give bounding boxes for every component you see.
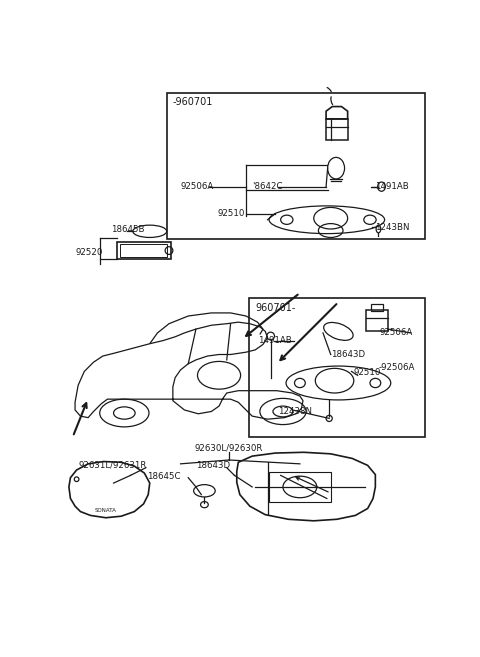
Text: 18645B: 18645B — [111, 225, 145, 235]
Text: 92631L/92631R: 92631L/92631R — [78, 461, 146, 470]
Text: 18645C: 18645C — [147, 472, 181, 481]
Bar — [120, 244, 168, 257]
Text: -960701: -960701 — [172, 97, 213, 107]
Bar — [269, 472, 331, 503]
Text: 92506A: 92506A — [180, 182, 214, 191]
Bar — [117, 242, 170, 259]
Bar — [371, 304, 383, 311]
Bar — [168, 93, 425, 239]
Text: 92506A: 92506A — [379, 328, 412, 338]
Text: SONATA: SONATA — [95, 508, 117, 512]
Text: 1491AB: 1491AB — [375, 182, 409, 191]
Bar — [366, 310, 388, 331]
Text: 18643D: 18643D — [331, 350, 365, 359]
Bar — [326, 119, 348, 141]
Text: 92630L/92630R: 92630L/92630R — [195, 444, 263, 453]
Text: 960701-: 960701- — [255, 302, 296, 313]
Text: 1491AB: 1491AB — [258, 336, 291, 345]
Text: 92520: 92520 — [75, 248, 102, 257]
Bar — [249, 298, 425, 437]
Text: '8642C: '8642C — [252, 182, 283, 191]
Text: 12438N: 12438N — [278, 407, 312, 416]
Text: 18643D: 18643D — [196, 461, 230, 470]
Text: -92506A: -92506A — [379, 363, 415, 372]
Text: 92510: 92510 — [217, 209, 245, 218]
Text: 92510: 92510 — [354, 369, 381, 378]
Text: 1243BN: 1243BN — [375, 223, 410, 232]
